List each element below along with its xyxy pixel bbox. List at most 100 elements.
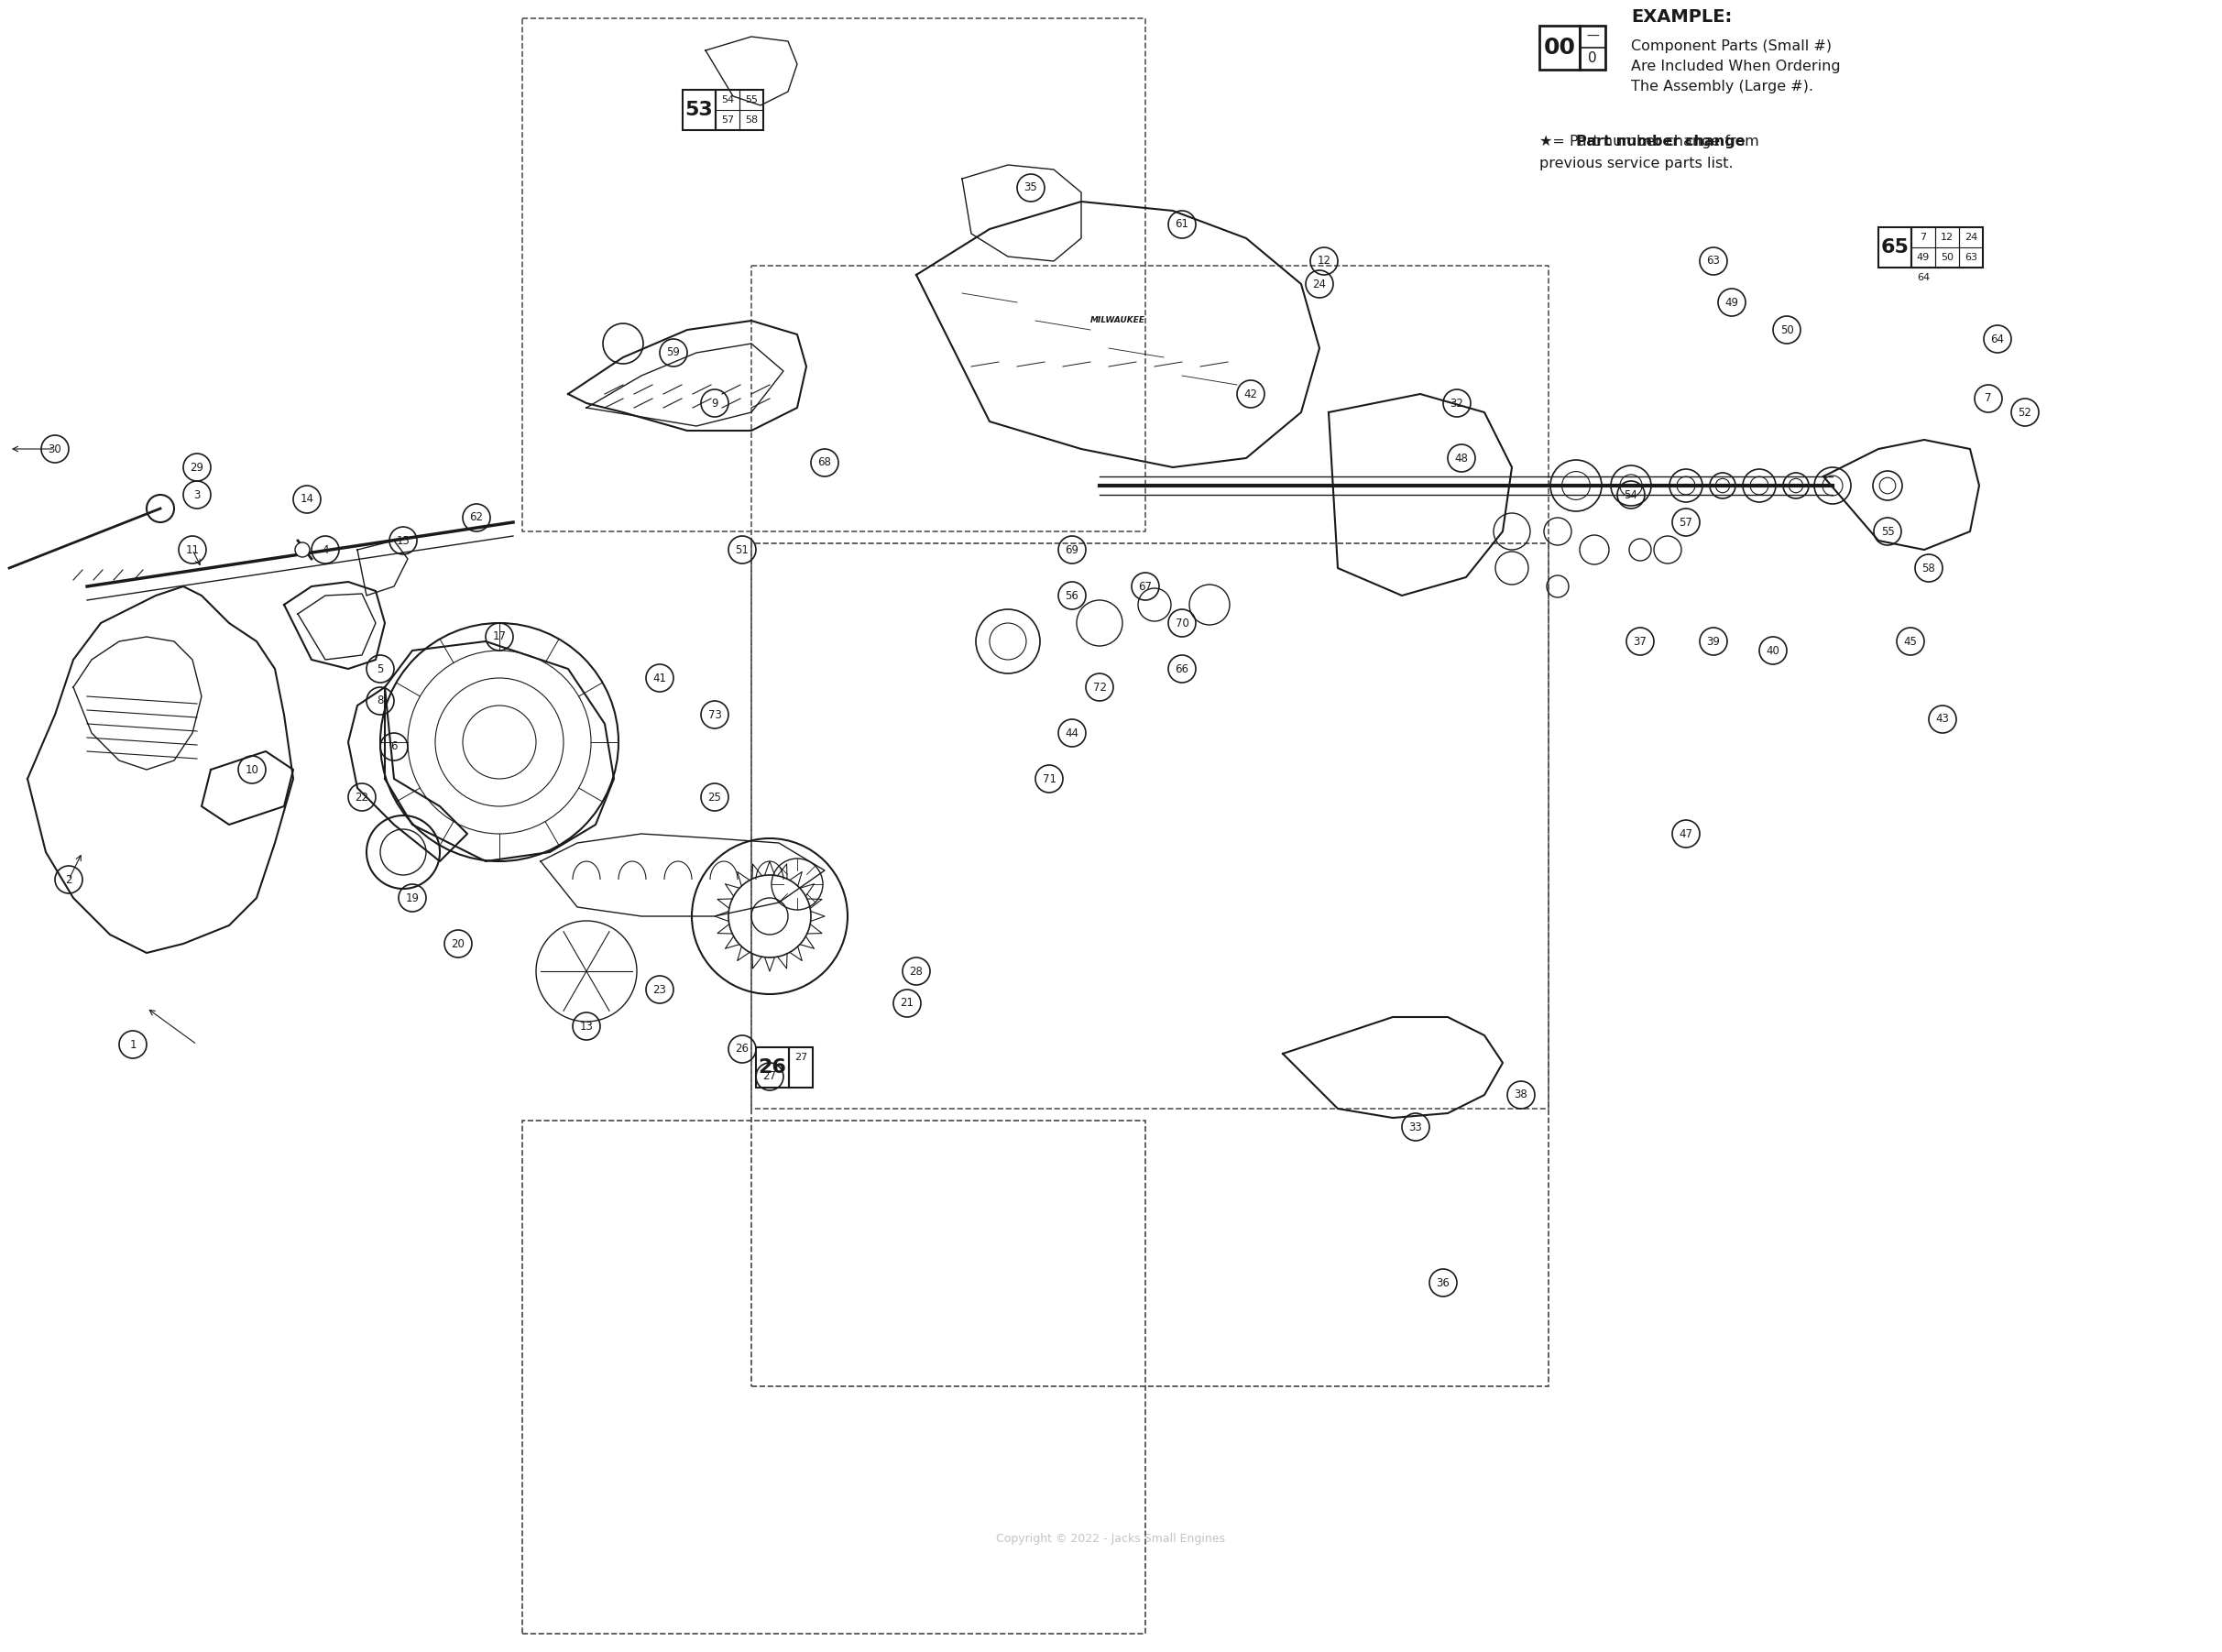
Text: 56: 56 xyxy=(1064,590,1080,601)
Text: 41: 41 xyxy=(653,672,667,684)
Text: 13: 13 xyxy=(580,1021,593,1032)
Bar xyxy=(1580,26,1604,69)
Text: MILWAUKEE: MILWAUKEE xyxy=(1091,317,1144,325)
Text: 11: 11 xyxy=(187,544,200,555)
Text: Are Included When Ordering: Are Included When Ordering xyxy=(1631,59,1840,73)
Text: EXAMPLE:: EXAMPLE: xyxy=(1631,8,1731,25)
Bar xyxy=(1540,26,1580,69)
Text: 23: 23 xyxy=(653,983,667,996)
Text: 5: 5 xyxy=(378,662,384,674)
Text: previous service parts list.: previous service parts list. xyxy=(1540,157,1733,170)
Circle shape xyxy=(296,542,309,557)
Text: 47: 47 xyxy=(1680,828,1693,839)
Text: 9: 9 xyxy=(711,396,718,410)
Text: 40: 40 xyxy=(1766,644,1780,656)
Text: 38: 38 xyxy=(1513,1089,1529,1100)
Text: 20: 20 xyxy=(451,938,464,950)
Text: 66: 66 xyxy=(1175,662,1189,674)
Text: 8: 8 xyxy=(378,695,384,707)
Text: 58: 58 xyxy=(1922,562,1935,573)
Text: 59: 59 xyxy=(667,347,680,358)
Text: 17: 17 xyxy=(493,631,507,643)
Bar xyxy=(715,89,764,131)
Text: ★= Part number change from: ★= Part number change from xyxy=(1540,135,1760,149)
Bar xyxy=(751,544,1549,1386)
Bar xyxy=(755,1047,789,1087)
Text: 61: 61 xyxy=(1175,218,1189,230)
Text: 00: 00 xyxy=(1544,36,1575,58)
Text: 24: 24 xyxy=(1964,233,1978,241)
Text: The Assembly (Large #).: The Assembly (Large #). xyxy=(1631,79,1813,93)
Text: 63: 63 xyxy=(1706,254,1720,268)
Text: 64: 64 xyxy=(1918,273,1929,282)
Bar xyxy=(682,89,715,131)
Text: 29: 29 xyxy=(191,461,204,472)
Text: 22: 22 xyxy=(356,791,369,803)
Text: Part number change: Part number change xyxy=(1575,135,1744,149)
Text: —: — xyxy=(1587,30,1600,43)
Text: 10: 10 xyxy=(244,763,258,775)
Bar xyxy=(1911,228,1982,268)
Text: 4: 4 xyxy=(322,544,329,555)
Text: 25: 25 xyxy=(709,791,722,803)
Text: 39: 39 xyxy=(1706,636,1720,648)
Text: 64: 64 xyxy=(1991,334,2004,345)
Text: 24: 24 xyxy=(1313,278,1327,291)
Text: 12: 12 xyxy=(1318,254,1331,268)
Text: Component Parts (Small #): Component Parts (Small #) xyxy=(1631,40,1831,53)
Text: 52: 52 xyxy=(2018,406,2031,418)
Text: 0: 0 xyxy=(1589,51,1598,66)
Text: 50: 50 xyxy=(1940,253,1953,263)
Text: 43: 43 xyxy=(1935,714,1949,725)
Text: 27: 27 xyxy=(793,1052,807,1062)
Text: 54: 54 xyxy=(722,96,733,104)
Text: 45: 45 xyxy=(1904,636,1918,648)
Text: 26: 26 xyxy=(758,1059,787,1077)
Text: 12: 12 xyxy=(1940,233,1953,241)
Text: 32: 32 xyxy=(1451,396,1464,410)
Text: 19: 19 xyxy=(404,892,420,904)
Text: 35: 35 xyxy=(1024,182,1038,193)
Text: 14: 14 xyxy=(300,494,313,506)
Text: 57: 57 xyxy=(1680,517,1693,529)
Text: 21: 21 xyxy=(900,998,913,1009)
Text: 71: 71 xyxy=(1042,773,1055,785)
Text: 49: 49 xyxy=(1918,253,1931,263)
Text: 7: 7 xyxy=(1920,233,1926,241)
Text: 28: 28 xyxy=(909,965,922,978)
Text: 67: 67 xyxy=(1138,580,1153,593)
Text: 73: 73 xyxy=(709,709,722,720)
Text: 1: 1 xyxy=(129,1039,136,1051)
Text: 36: 36 xyxy=(1435,1277,1451,1289)
Text: 26: 26 xyxy=(735,1042,749,1056)
Text: 48: 48 xyxy=(1455,453,1469,464)
Text: 51: 51 xyxy=(735,544,749,555)
Text: 49: 49 xyxy=(1724,296,1738,309)
Text: 37: 37 xyxy=(1633,636,1647,648)
Text: 2: 2 xyxy=(64,874,71,885)
Text: 6: 6 xyxy=(391,740,398,753)
Text: 33: 33 xyxy=(1409,1122,1422,1133)
Bar xyxy=(522,1120,1144,1634)
Bar xyxy=(789,1047,813,1087)
Text: 72: 72 xyxy=(1093,681,1107,694)
Text: 7: 7 xyxy=(1984,393,1991,405)
Text: 65: 65 xyxy=(1880,238,1909,256)
Text: 68: 68 xyxy=(818,456,831,469)
Text: 55: 55 xyxy=(744,96,758,104)
Text: 54: 54 xyxy=(1624,489,1638,501)
Text: Copyright © 2022 - Jacks Small Engines: Copyright © 2022 - Jacks Small Engines xyxy=(995,1533,1224,1545)
Bar xyxy=(1878,228,1911,268)
Text: 44: 44 xyxy=(1064,727,1080,738)
Text: 50: 50 xyxy=(1780,324,1793,335)
Text: 57: 57 xyxy=(722,116,733,124)
Text: 69: 69 xyxy=(1064,544,1080,555)
Text: 63: 63 xyxy=(1964,253,1978,263)
Text: 58: 58 xyxy=(744,116,758,124)
Text: 15: 15 xyxy=(396,535,411,547)
Text: 27: 27 xyxy=(762,1070,775,1082)
Text: 53: 53 xyxy=(684,101,713,119)
Text: 55: 55 xyxy=(1880,525,1895,537)
Text: 62: 62 xyxy=(469,512,484,524)
Text: 3: 3 xyxy=(193,489,200,501)
